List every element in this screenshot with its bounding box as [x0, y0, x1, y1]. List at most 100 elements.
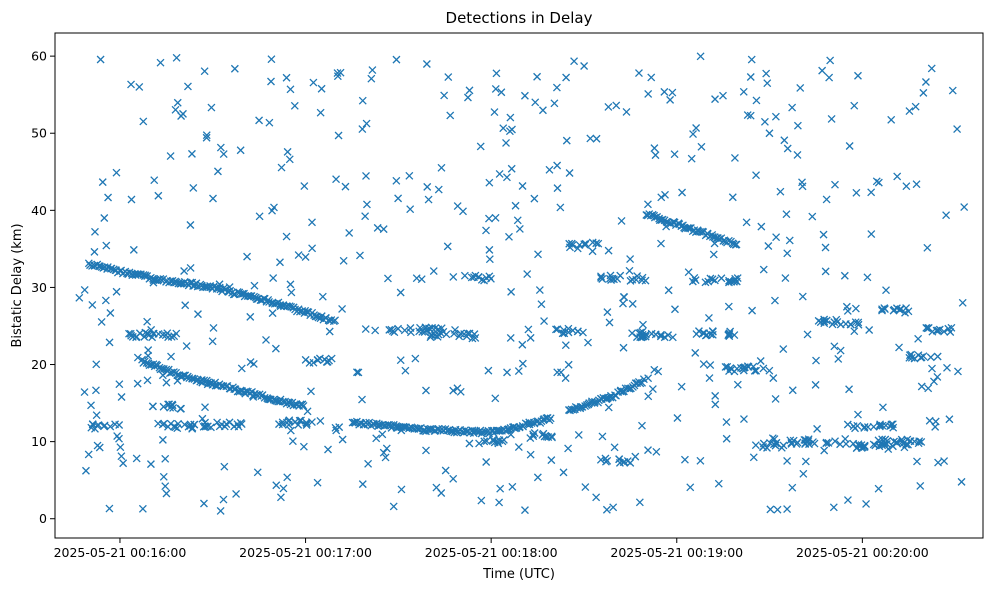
data-point	[182, 342, 191, 351]
data-point	[285, 416, 294, 425]
x-axis-title: Time (UTC)	[482, 567, 555, 582]
data-point	[216, 143, 225, 152]
data-point	[333, 72, 342, 81]
data-point	[495, 170, 504, 178]
data-point	[158, 420, 167, 429]
data-point	[660, 87, 669, 96]
data-point	[871, 441, 880, 450]
data-point	[135, 82, 144, 91]
data-point	[100, 214, 109, 222]
data-point	[646, 211, 655, 220]
data-point	[338, 304, 347, 313]
data-point	[813, 424, 822, 433]
data-point	[379, 448, 388, 457]
data-point	[673, 414, 682, 422]
data-point	[506, 430, 515, 439]
data-point	[910, 354, 919, 363]
data-point	[143, 317, 152, 326]
data-point	[107, 264, 116, 273]
data-point	[352, 368, 361, 377]
data-point	[533, 473, 542, 482]
data-point	[923, 243, 932, 252]
data-point	[708, 275, 717, 284]
data-point	[691, 348, 700, 357]
data-point	[442, 330, 451, 339]
data-point	[779, 345, 788, 354]
data-point	[696, 52, 705, 61]
data-point	[764, 242, 773, 250]
data-point	[367, 74, 376, 83]
data-point	[768, 434, 777, 443]
data-point	[898, 437, 907, 446]
data-point	[652, 447, 661, 456]
data-point	[751, 441, 760, 450]
data-point	[488, 435, 497, 444]
data-point	[613, 274, 622, 283]
data-point	[822, 439, 831, 448]
data-point	[154, 419, 163, 428]
data-point	[180, 420, 189, 429]
data-point	[700, 329, 709, 338]
data-point	[283, 473, 292, 482]
data-point	[208, 337, 217, 346]
data-point	[773, 505, 782, 514]
data-point	[781, 274, 790, 283]
data-point	[562, 73, 571, 82]
data-point	[126, 329, 135, 338]
data-point	[497, 88, 506, 97]
data-point	[332, 426, 341, 435]
data-point	[882, 286, 890, 295]
data-point	[530, 194, 539, 203]
data-point	[534, 250, 542, 259]
data-point	[619, 299, 627, 308]
y-tick-label: 0	[39, 511, 47, 526]
data-point	[87, 401, 95, 410]
data-point	[381, 453, 390, 462]
data-point	[379, 225, 388, 234]
data-point	[730, 367, 739, 376]
data-point	[276, 258, 284, 267]
data-point	[850, 327, 859, 336]
data-point	[521, 506, 529, 515]
data-point	[173, 98, 182, 107]
data-point	[181, 301, 190, 310]
data-point	[240, 289, 248, 298]
data-point	[502, 139, 510, 147]
data-point	[331, 316, 340, 325]
data-point	[550, 99, 559, 108]
data-point	[138, 504, 147, 513]
data-point	[808, 212, 817, 221]
data-point	[826, 56, 835, 65]
data-point	[88, 300, 97, 309]
data-point	[623, 384, 632, 393]
data-point	[551, 325, 560, 334]
data-point	[739, 366, 748, 375]
data-point	[183, 82, 192, 91]
data-point	[389, 502, 398, 511]
data-point	[199, 422, 208, 431]
data-point	[202, 131, 211, 140]
data-point	[752, 171, 760, 180]
data-point	[449, 272, 458, 281]
data-point	[332, 175, 341, 184]
data-point	[545, 165, 554, 174]
data-point	[711, 391, 720, 400]
data-point	[686, 483, 695, 492]
data-point	[482, 458, 491, 466]
data-point	[437, 163, 446, 172]
data-point	[592, 134, 601, 143]
data-point	[324, 445, 332, 454]
data-point	[766, 505, 775, 514]
data-point	[305, 358, 314, 367]
data-point	[553, 325, 562, 334]
data-point	[742, 218, 751, 227]
data-point	[507, 287, 516, 296]
data-point	[552, 83, 561, 92]
y-tick-label: 60	[31, 49, 47, 64]
data-point	[154, 330, 163, 338]
data-point	[704, 277, 713, 286]
data-point	[565, 169, 574, 177]
data-point	[553, 161, 562, 170]
data-point	[246, 358, 255, 366]
data-point	[270, 203, 278, 212]
